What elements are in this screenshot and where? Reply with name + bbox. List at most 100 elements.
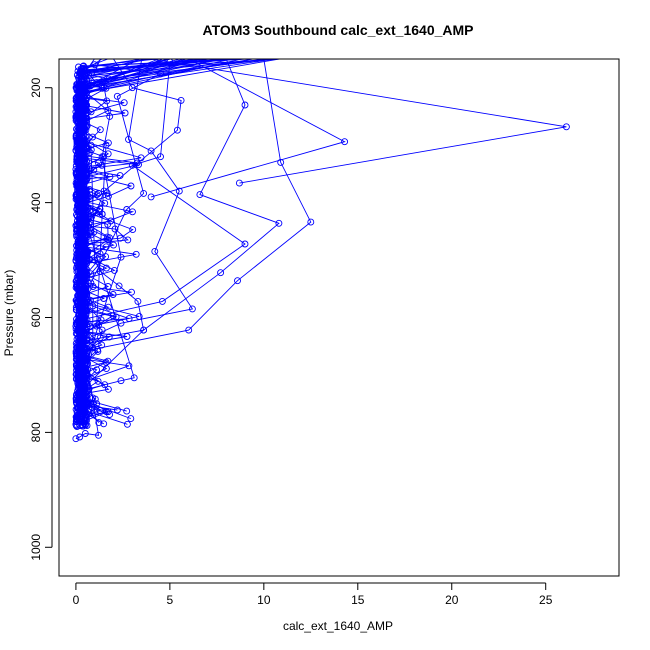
data-point: [95, 189, 102, 197]
series-line: [151, 59, 567, 184]
data-point: [80, 214, 88, 222]
series-line: [79, 59, 312, 353]
data-point: [135, 312, 143, 320]
data-point: [177, 96, 185, 104]
data-point: [151, 247, 159, 255]
data-point: [102, 408, 110, 416]
data-point: [73, 404, 81, 412]
data-point: [72, 347, 80, 355]
y-tick-label: 800: [29, 422, 43, 442]
data-point: [86, 323, 94, 331]
data-point: [75, 272, 83, 280]
data-point: [82, 296, 90, 304]
data-point: [100, 295, 108, 302]
data-point: [96, 250, 104, 258]
x-tick-label: 15: [351, 593, 365, 607]
data-point: [81, 430, 89, 437]
data-point: [81, 396, 89, 404]
data-point: [75, 257, 83, 265]
data-point: [121, 109, 129, 117]
data-point: [73, 366, 80, 374]
data-point: [74, 253, 82, 261]
data-point: [72, 277, 80, 285]
data-point: [95, 419, 103, 427]
data-point: [132, 250, 140, 258]
data-point: [74, 126, 82, 134]
data-point: [125, 362, 133, 370]
data-point: [77, 315, 85, 323]
y-tick-label: 1000: [29, 534, 43, 561]
data-point: [100, 420, 108, 428]
data-point: [341, 138, 349, 146]
data-point: [72, 168, 80, 176]
data-point: [74, 387, 82, 395]
data-point: [95, 207, 103, 215]
data-point: [80, 354, 88, 362]
data-point: [275, 219, 283, 227]
data-point: [72, 435, 80, 443]
data-point: [89, 302, 97, 310]
data-point: [104, 192, 112, 200]
data-point: [73, 423, 81, 431]
data-point: [157, 153, 164, 161]
data-point: [185, 326, 193, 334]
data-point: [79, 400, 87, 408]
data-point: [77, 308, 85, 316]
data-point: [96, 126, 104, 134]
data-point: [104, 385, 112, 393]
data-point: [277, 158, 285, 166]
y-tick-label: 400: [29, 192, 43, 212]
data-point: [82, 240, 90, 248]
data-point: [104, 139, 112, 147]
data-point: [115, 282, 123, 290]
data-point: [307, 218, 315, 226]
x-tick-label: 10: [257, 593, 271, 607]
data-point: [124, 236, 132, 244]
data-point: [89, 133, 97, 141]
data-point: [74, 119, 82, 127]
data-point: [80, 379, 88, 387]
series-line: [75, 59, 223, 426]
data-point: [73, 350, 81, 358]
data-point: [135, 161, 142, 169]
data-point: [127, 182, 135, 190]
data-point: [93, 322, 101, 330]
data-point: [77, 187, 85, 195]
data-point: [98, 341, 106, 349]
data-point: [78, 203, 86, 211]
data-point: [102, 243, 110, 251]
y-axis-label: Pressure (mbar): [2, 270, 16, 357]
data-point: [140, 326, 148, 334]
series-line: [83, 59, 194, 341]
data-layer: [72, 59, 570, 443]
data-point: [87, 146, 95, 154]
data-point: [82, 191, 90, 199]
data-point: [80, 164, 88, 172]
data-point: [75, 219, 83, 227]
data-point: [98, 326, 106, 334]
data-point: [73, 396, 80, 404]
data-point: [109, 291, 117, 298]
data-point: [137, 154, 145, 162]
data-point: [75, 324, 83, 332]
data-point: [74, 276, 82, 284]
data-point: [117, 377, 125, 385]
data-point: [80, 62, 88, 70]
data-point: [73, 297, 81, 305]
data-point: [76, 328, 84, 336]
data-point: [102, 365, 110, 373]
data-point: [125, 135, 132, 143]
data-point: [76, 215, 83, 223]
data-point: [110, 241, 117, 249]
x-tick-label: 0: [73, 593, 80, 607]
data-point: [147, 193, 155, 201]
data-point: [241, 101, 249, 109]
data-point: [82, 371, 90, 379]
data-point: [133, 159, 141, 167]
data-point: [73, 81, 81, 89]
data-point: [104, 220, 112, 228]
data-point: [188, 305, 196, 313]
data-point: [87, 108, 95, 116]
data-point: [123, 420, 131, 428]
data-point: [234, 277, 241, 285]
